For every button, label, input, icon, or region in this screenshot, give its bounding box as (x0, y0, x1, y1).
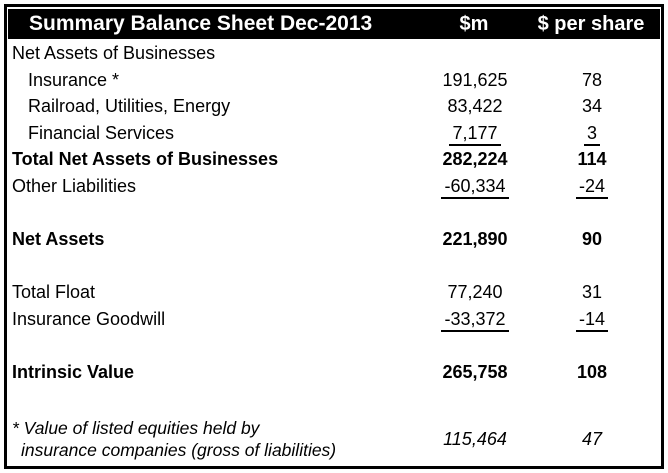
row-value-m (427, 40, 523, 67)
table-body: Net Assets of Businesses Insurance * 191… (7, 40, 661, 412)
table-header-bar: Summary Balance Sheet Dec-2013 $m $ per … (8, 9, 660, 39)
row-label: Intrinsic Value (12, 362, 135, 383)
footnote-value-m: 115,464 (443, 428, 507, 449)
row-value-m: 221,890 (442, 229, 508, 250)
row-value-per-share (523, 40, 661, 67)
row-value-m: 191,625 (442, 69, 508, 90)
row-total-float: Total Float 77,240 31 (7, 279, 661, 306)
row-value-per-share: 114 (577, 149, 607, 170)
spacer-row (7, 200, 661, 227)
row-value-per-share: -14 (523, 306, 661, 333)
row-label: Net Assets of Businesses (12, 43, 216, 63)
row-value-per-share: 31 (581, 282, 603, 303)
underlined-value: -14 (575, 309, 608, 332)
column-header-millions: $m (459, 12, 489, 35)
row-value-m: 83,422 (447, 96, 503, 117)
row-value-per-share: 90 (581, 229, 603, 250)
row-label: Insurance Goodwill (12, 308, 166, 329)
footnote-row: * Value of listed equities held by insur… (7, 412, 661, 466)
row-insurance-goodwill: Insurance Goodwill -33,372 -14 (7, 306, 661, 333)
row-net-assets: Net Assets 221,890 90 (7, 226, 661, 253)
underlined-value: -60,334 (441, 176, 509, 199)
spacer-row (7, 333, 661, 360)
footnote-line-2: insurance companies (gross of liabilitie… (21, 440, 337, 461)
row-value-m: 7,177 (427, 120, 523, 147)
underlined-value: 7,177 (449, 123, 501, 146)
row-label: Net Assets (12, 229, 105, 250)
row-value-m: -33,372 (427, 306, 523, 333)
row-other-liabilities: Other Liabilities -60,334 -24 (7, 173, 661, 200)
row-value-per-share: -24 (523, 173, 661, 200)
row-value-m: -60,334 (427, 173, 523, 200)
table-title: Summary Balance Sheet Dec-2013 (29, 12, 373, 35)
balance-sheet-table: Summary Balance Sheet Dec-2013 $m $ per … (4, 4, 664, 469)
spacer-row (7, 386, 661, 413)
row-value-m: 77,240 (447, 282, 503, 303)
row-value-m: 282,224 (442, 149, 508, 170)
column-header-per-share: $ per share (537, 12, 645, 35)
row-label: Total Float (12, 282, 96, 303)
underlined-value: 3 (583, 123, 600, 146)
spacer-row (7, 253, 661, 280)
row-insurance: Insurance * 191,625 78 (7, 67, 661, 94)
row-value-per-share: 78 (581, 69, 603, 90)
row-label: Other Liabilities (12, 175, 137, 196)
row-label: Total Net Assets of Businesses (12, 149, 279, 170)
row-net-assets-of-businesses: Net Assets of Businesses (7, 40, 661, 67)
row-intrinsic-value: Intrinsic Value 265,758 108 (7, 359, 661, 386)
underlined-value: -33,372 (441, 309, 509, 332)
row-financial-services: Financial Services 7,177 3 (7, 120, 661, 147)
row-railroad-utilities-energy: Railroad, Utilities, Energy 83,422 34 (7, 93, 661, 120)
row-value-per-share: 3 (523, 120, 661, 147)
row-value-per-share: 108 (576, 362, 608, 383)
footnote-value-per-share: 47 (581, 428, 603, 449)
row-total-net-assets: Total Net Assets of Businesses 282,224 1… (7, 146, 661, 173)
row-value-m: 265,758 (442, 362, 508, 383)
row-label: Insurance * (28, 69, 120, 90)
row-label: Financial Services (28, 122, 175, 143)
row-value-per-share: 34 (581, 96, 603, 117)
row-label: Railroad, Utilities, Energy (28, 96, 231, 117)
footnote-line-1: * Value of listed equities held by (12, 418, 260, 439)
underlined-value: -24 (575, 176, 608, 199)
footnote-text: * Value of listed equities held by insur… (7, 417, 427, 461)
